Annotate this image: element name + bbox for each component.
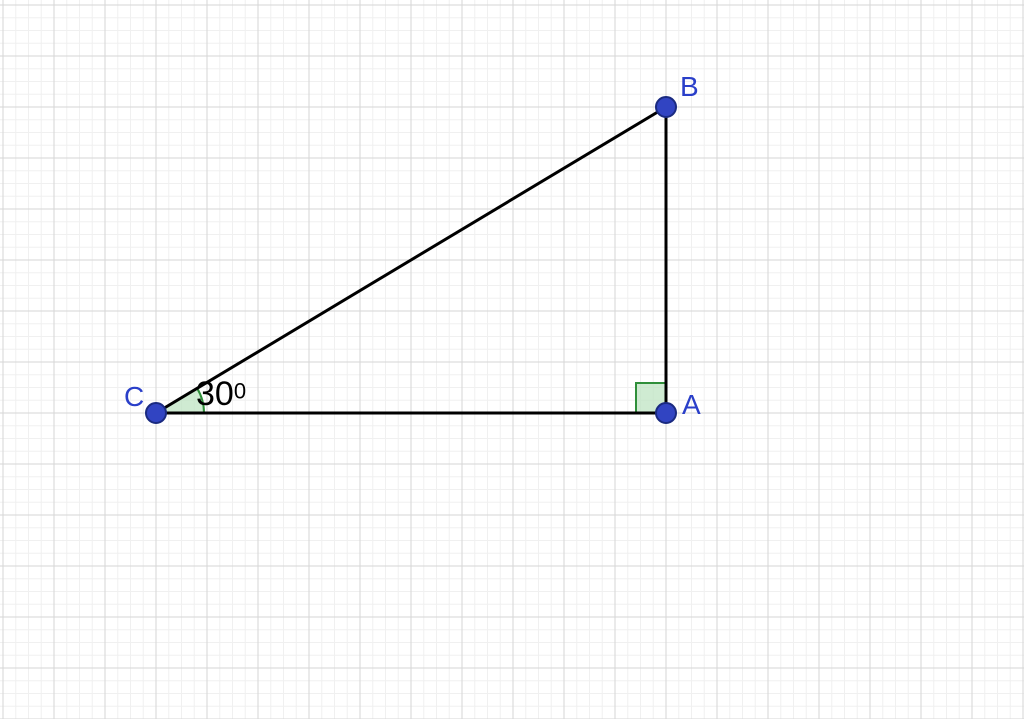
vertex-label-C-text: C <box>124 381 144 412</box>
vertex-label-B-text: B <box>680 71 699 102</box>
geometry-diagram: A B C 300 <box>0 0 1024 719</box>
vertex-label-C: C <box>124 381 144 413</box>
angle-C-value: 30 <box>196 375 234 413</box>
vertex-label-A-text: A <box>682 389 701 420</box>
angle-C-label: 300 <box>196 375 246 414</box>
angle-C-superscript: 0 <box>234 379 246 404</box>
vertex-label-B: B <box>680 71 699 103</box>
vertex-label-A: A <box>682 389 701 421</box>
diagram-svg <box>0 0 1024 719</box>
